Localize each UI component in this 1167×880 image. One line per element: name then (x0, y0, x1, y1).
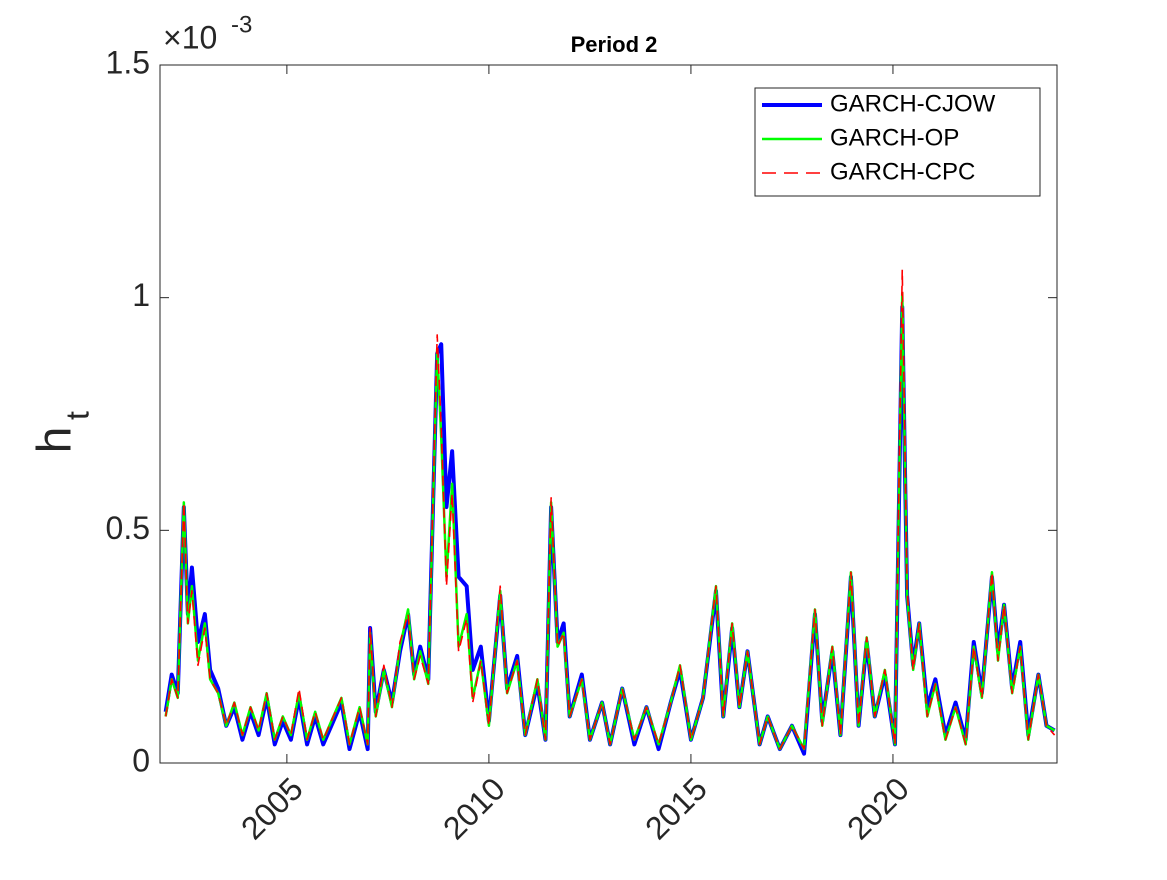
legend-label: GARCH-CPC (830, 158, 975, 185)
y-label: h (29, 427, 82, 454)
legend-label: GARCH-OP (830, 124, 959, 151)
y-tick-label: 1.5 (106, 44, 150, 80)
y-multiplier: ×10 (163, 19, 217, 55)
y-tick-label: 1 (132, 277, 150, 313)
y-tick-label: 0.5 (106, 510, 150, 546)
legend-label: GARCH-CJOW (830, 90, 996, 117)
series-line (164, 268, 1056, 750)
y-tick-label: 0 (132, 742, 150, 778)
plot-frame (159, 64, 1058, 764)
y-label-group: h t (29, 411, 96, 453)
y-label-subscript: t (59, 411, 95, 420)
chart-title: Period 2 (571, 32, 658, 57)
y-multiplier-exponent: -3 (231, 11, 252, 38)
